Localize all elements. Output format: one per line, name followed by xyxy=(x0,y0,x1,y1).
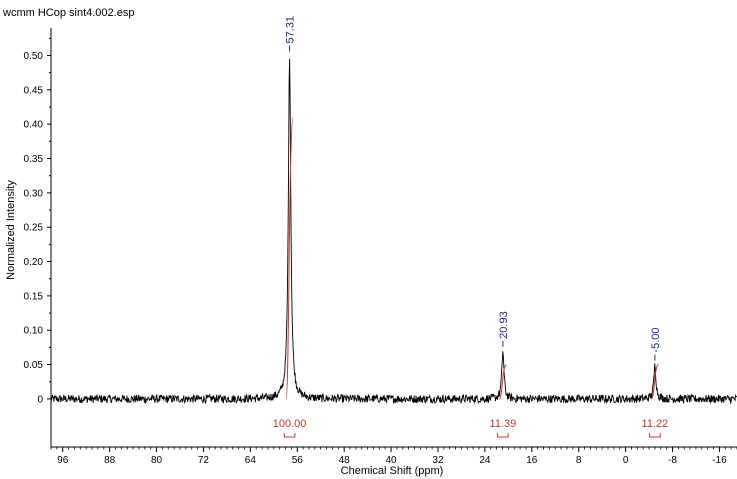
x-tick-label: -8 xyxy=(668,455,677,466)
y-tick-label: 0.20 xyxy=(24,257,44,268)
x-tick-label: 72 xyxy=(198,455,210,466)
y-tick-label: 0.50 xyxy=(24,51,44,62)
integral-value: 100.00 xyxy=(273,418,307,430)
y-tick-label: 0.30 xyxy=(24,188,44,199)
x-tick-label: 8 xyxy=(576,455,582,466)
y-tick-label: 0 xyxy=(37,394,43,405)
integral-bracket xyxy=(283,433,296,438)
spectrum-trace xyxy=(50,58,737,405)
integral-bracket xyxy=(649,433,661,438)
x-tick-label: 64 xyxy=(245,455,257,466)
y-tick-label: 0.10 xyxy=(24,326,44,337)
x-tick-label: 56 xyxy=(292,455,304,466)
integral-value: 11.39 xyxy=(490,418,517,430)
x-tick-label: 16 xyxy=(526,455,538,466)
integral-curve xyxy=(498,364,507,400)
x-tick-label: -16 xyxy=(712,455,727,466)
y-tick-label: 0.05 xyxy=(24,360,44,371)
x-tick-label: 0 xyxy=(623,455,629,466)
x-tick-label: 24 xyxy=(479,455,491,466)
y-tick-label: 0.45 xyxy=(24,85,44,96)
y-axis-label: Normalized Intensity xyxy=(5,180,17,280)
spectrum-line xyxy=(50,58,737,405)
x-tick-label: 80 xyxy=(151,455,163,466)
file-title: wcmm HCop sint4.002.esp xyxy=(2,7,134,19)
x-tick-label: 48 xyxy=(339,455,351,466)
integral-value: 11.22 xyxy=(642,418,669,430)
axes: 0 0.05 0.10 0.15 0.20 0.25 0.30 0.35 0.40 0.45 0.5… xyxy=(24,28,737,466)
peak-label: 20.93 xyxy=(498,311,510,339)
integral-curves: 100.00 11.39 11.22 xyxy=(273,116,669,438)
y-tick-label: 0.40 xyxy=(24,120,44,131)
x-tick-label: 40 xyxy=(386,455,398,466)
integral-bracket xyxy=(497,433,509,438)
peak-label: 57.31 xyxy=(285,16,297,44)
y-tick-label: 0.15 xyxy=(24,291,44,302)
y-tick-label: 0.35 xyxy=(24,154,44,165)
integral-curve xyxy=(285,116,294,400)
x-axis-label: Chemical Shift (ppm) xyxy=(341,465,444,477)
peak-labels: 57.31 20.93 -5.00 xyxy=(285,16,662,361)
x-tick-label: 88 xyxy=(104,455,116,466)
integral-curve xyxy=(650,364,659,400)
peak-label: -5.00 xyxy=(650,327,662,352)
y-tick-label: 0.25 xyxy=(24,223,44,234)
x-tick-label: 96 xyxy=(57,455,69,466)
x-tick-label: 32 xyxy=(432,455,444,466)
